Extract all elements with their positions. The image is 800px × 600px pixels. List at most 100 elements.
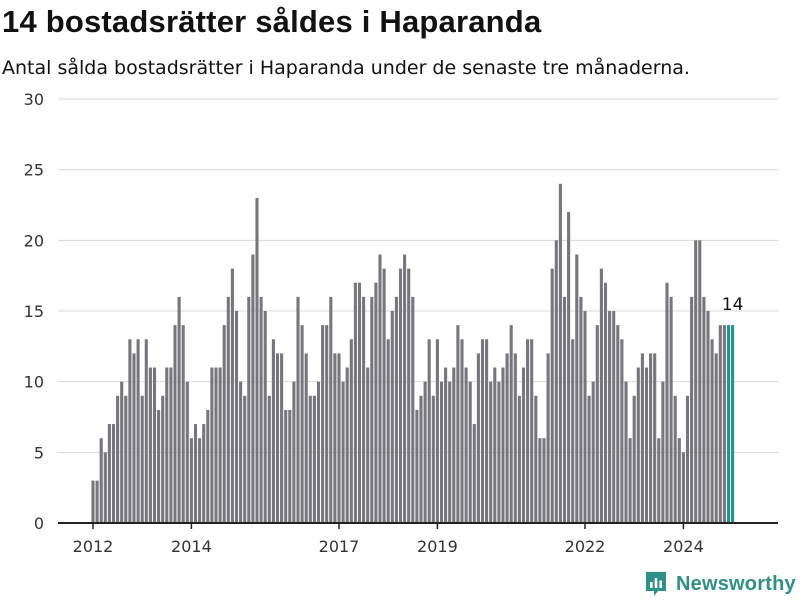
bar [620, 339, 624, 523]
bar [710, 339, 714, 523]
bar [591, 381, 595, 523]
bar [526, 339, 530, 523]
bar [321, 325, 325, 523]
bar [599, 268, 603, 523]
bar [390, 311, 394, 523]
bar [288, 409, 292, 523]
y-tick-label: 0 [34, 514, 44, 533]
bar [415, 409, 419, 523]
bar [124, 395, 128, 523]
x-tick-label: 2012 [73, 537, 114, 556]
bar [394, 296, 398, 523]
bar [161, 395, 165, 523]
bar [476, 353, 480, 523]
bar [472, 424, 476, 523]
bar [657, 438, 661, 523]
x-axis-ticks: 2012 2014 2017 2019 2022 2024 [73, 523, 704, 556]
bar [685, 395, 690, 523]
bar [341, 381, 345, 523]
bar [608, 311, 612, 523]
bar [632, 395, 636, 523]
bar [292, 381, 296, 523]
bar [513, 353, 517, 523]
chart-subtitle: Antal sålda bostadsrätter i Haparanda un… [2, 57, 690, 79]
bar [714, 353, 718, 523]
bar [234, 311, 239, 523]
bar [427, 339, 431, 523]
bar [169, 367, 173, 523]
bar [567, 212, 571, 523]
bar [439, 381, 444, 523]
bar [702, 296, 706, 523]
bar [181, 325, 185, 523]
bar [218, 367, 222, 523]
bar [616, 325, 620, 523]
bar [304, 353, 308, 523]
bar [329, 296, 333, 523]
bar [628, 438, 632, 523]
bar-highlight [731, 325, 735, 523]
bar [480, 339, 485, 523]
bar [718, 325, 722, 523]
bar [333, 353, 337, 523]
bar [489, 381, 493, 523]
bar [173, 325, 177, 523]
bar [407, 268, 411, 523]
bar [316, 381, 321, 523]
bar [140, 395, 144, 523]
bar [419, 395, 423, 523]
bar [128, 339, 132, 523]
bar [493, 367, 497, 523]
bar [534, 395, 538, 523]
bar [583, 311, 587, 523]
bar [460, 339, 464, 523]
bar [345, 367, 349, 523]
bar [464, 367, 468, 523]
bar [554, 240, 558, 523]
bar [694, 240, 698, 523]
newsworthy-logo-icon [646, 572, 666, 596]
y-tick-label: 10 [24, 373, 44, 392]
bar [603, 282, 608, 523]
bar [202, 424, 206, 523]
bar [95, 480, 99, 523]
bar [222, 325, 226, 523]
y-tick-label: 15 [24, 302, 44, 321]
bar [411, 296, 415, 523]
bar [337, 353, 341, 523]
data-labels: 14 [722, 295, 744, 315]
bar [99, 438, 103, 523]
bar [107, 424, 111, 523]
bar [349, 339, 353, 523]
bar [206, 409, 210, 523]
bar [398, 268, 403, 523]
bar [562, 296, 567, 523]
bar [243, 395, 247, 523]
bar [521, 367, 526, 523]
bar [530, 339, 534, 523]
bar [280, 353, 284, 523]
bar [640, 353, 644, 523]
bar [558, 183, 562, 524]
bar [649, 353, 653, 523]
bar [681, 452, 685, 523]
bar [595, 325, 599, 523]
bar [612, 311, 616, 523]
bar [575, 254, 579, 523]
bar [362, 296, 366, 523]
bar [230, 268, 234, 523]
bar [177, 296, 181, 523]
bar [542, 438, 546, 523]
bar [247, 296, 251, 523]
brand-logo[interactable]: Newsworthy [644, 569, 796, 599]
bar [661, 381, 665, 523]
bar [444, 367, 448, 523]
bar [300, 325, 304, 523]
bar [722, 325, 726, 523]
bar [435, 339, 439, 523]
bar [259, 296, 263, 523]
bar [193, 424, 198, 523]
bar [144, 339, 148, 523]
y-axis-ticks: 0 5 10 15 20 25 30 [24, 90, 44, 533]
